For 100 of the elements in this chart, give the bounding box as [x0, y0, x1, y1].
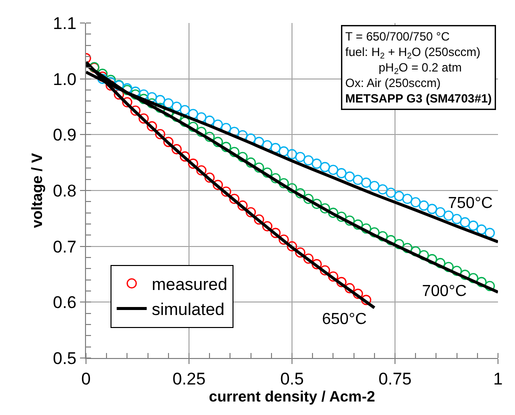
point [394, 238, 404, 250]
y-tick-label: 0.5 [52, 348, 76, 368]
point [146, 92, 158, 102]
point [426, 204, 438, 214]
point [220, 186, 232, 197]
point [402, 242, 413, 254]
point [138, 89, 149, 100]
point [155, 128, 166, 140]
point [452, 214, 462, 224]
point [212, 136, 223, 148]
x-tick-label: 0 [81, 370, 91, 388]
point [443, 262, 454, 272]
point [484, 280, 495, 292]
point [204, 116, 215, 126]
point [204, 132, 215, 142]
x-tick-label: 0.5 [280, 370, 304, 388]
point [229, 194, 240, 204]
point [188, 158, 198, 169]
point [312, 259, 322, 270]
point [155, 94, 166, 106]
point [369, 227, 380, 238]
point [229, 146, 240, 158]
point [246, 207, 256, 218]
point [278, 178, 289, 188]
point [188, 108, 198, 120]
point [237, 152, 248, 162]
point [303, 253, 314, 264]
point [146, 121, 158, 132]
point [418, 250, 429, 260]
point [312, 158, 322, 169]
point [286, 183, 298, 194]
y-tick-label: 0.8 [52, 181, 76, 200]
point [180, 116, 190, 127]
annotation: 700°C [422, 283, 467, 300]
point [460, 217, 470, 228]
point [484, 228, 495, 238]
point [295, 188, 306, 198]
point [394, 190, 404, 202]
point [328, 271, 338, 282]
point [270, 173, 281, 184]
point [320, 265, 330, 276]
y-axis-title: voltage / V [29, 152, 46, 228]
point [320, 162, 330, 172]
point [212, 180, 223, 190]
annotation: 750°C [448, 195, 493, 212]
point [122, 97, 132, 108]
point [180, 151, 190, 162]
point [435, 258, 446, 268]
point [344, 216, 355, 226]
point [443, 210, 454, 221]
point [377, 231, 388, 242]
point [468, 273, 478, 284]
point [328, 164, 338, 175]
point [262, 221, 272, 232]
point [270, 142, 281, 154]
point [361, 294, 372, 306]
point [369, 180, 380, 192]
point [344, 283, 355, 294]
point [361, 223, 372, 234]
point [468, 220, 478, 231]
point [336, 276, 347, 288]
point [320, 203, 330, 214]
point [303, 155, 314, 166]
point [303, 194, 314, 204]
point [402, 194, 413, 204]
point [254, 162, 264, 173]
point [418, 200, 429, 211]
y-tick-label: 0.7 [52, 237, 76, 256]
point [278, 146, 289, 157]
point [237, 200, 248, 211]
point [196, 165, 207, 176]
point [196, 126, 207, 138]
point [204, 172, 215, 183]
point [286, 241, 298, 252]
point [344, 171, 355, 182]
point [352, 174, 364, 186]
point [312, 198, 322, 210]
y-tick-label: 1.1 [52, 14, 76, 33]
point [295, 152, 306, 162]
text: T = 650/700/750 °C fuel: H$_{2}$ + H$_{2}$O (250sccm) pH$_{2}$O = 0.2 atm Ox: Air (250sccm) METSAPP G3 (SM4703#1) [345, 29, 492, 106]
point [114, 89, 124, 100]
point [220, 142, 232, 152]
point [361, 178, 372, 188]
point [452, 266, 462, 276]
point [426, 254, 438, 264]
legend-label: simulated [152, 300, 224, 320]
y-tick-label: 1.0 [52, 70, 76, 89]
point [196, 112, 207, 123]
point [352, 288, 364, 299]
point [171, 144, 182, 154]
point [377, 184, 388, 195]
point [254, 214, 264, 225]
point [336, 168, 347, 178]
point [386, 188, 396, 198]
point [410, 246, 421, 257]
point [460, 270, 470, 280]
point [328, 208, 338, 218]
x-axis-title: current density / Acm-2 [208, 388, 376, 406]
point [352, 219, 364, 230]
point [386, 235, 396, 246]
